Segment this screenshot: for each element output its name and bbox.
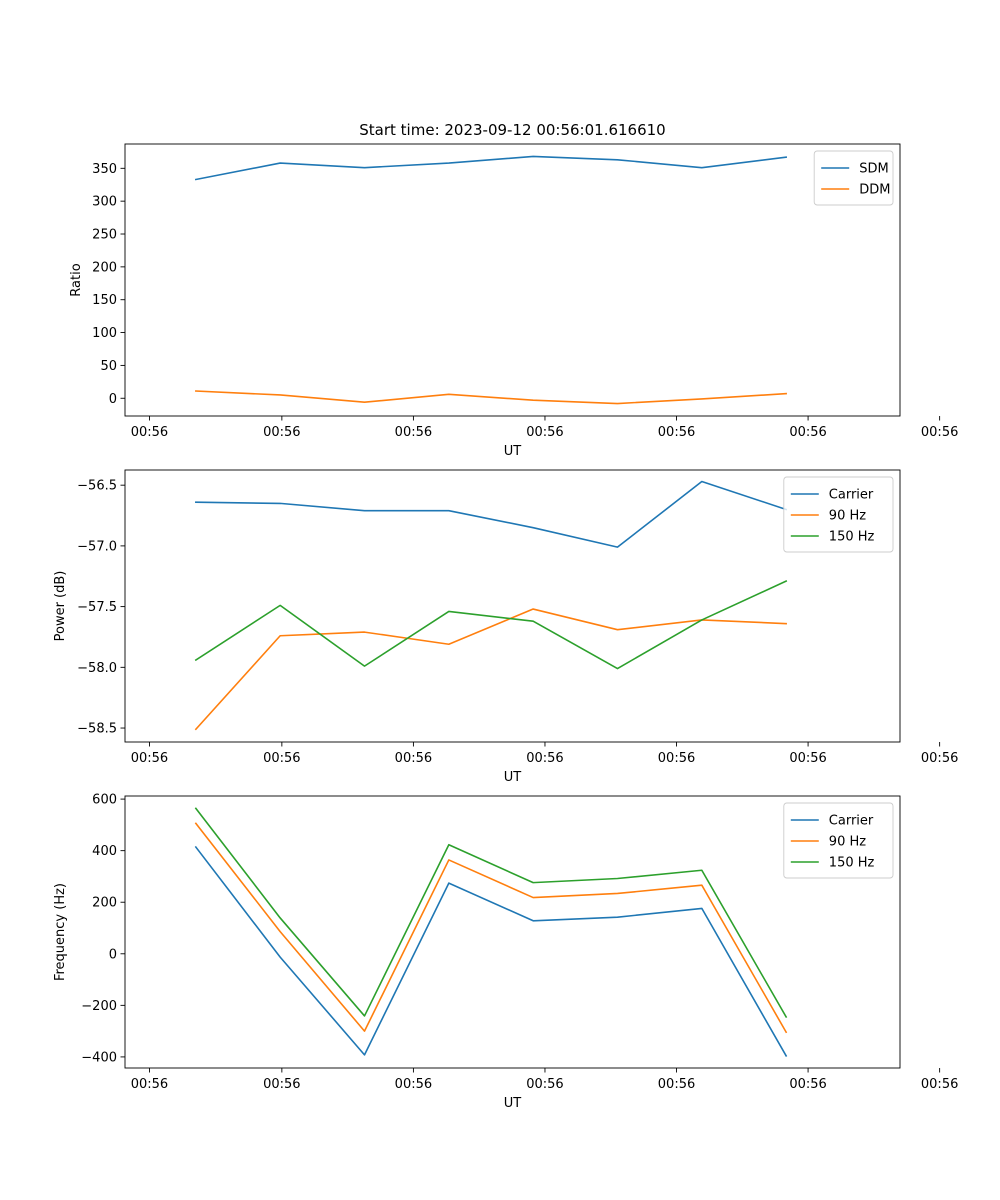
y-tick-label: −58.5 bbox=[77, 722, 117, 737]
y-axis-label: Power (dB) bbox=[53, 571, 68, 642]
y-tick-label: −56.5 bbox=[77, 479, 117, 494]
x-tick-label: 00:56 bbox=[263, 751, 300, 766]
y-tick-label: 350 bbox=[92, 162, 117, 177]
x-tick-label: 00:56 bbox=[921, 425, 958, 440]
legend: Carrier 90 Hz 150 Hz bbox=[783, 476, 894, 553]
x-tick-label: 00:56 bbox=[131, 425, 168, 440]
axes-frame bbox=[124, 469, 901, 743]
x-tick-label: 00:56 bbox=[395, 1077, 432, 1092]
x-tick-label: 00:56 bbox=[263, 425, 300, 440]
y-tick-label: 250 bbox=[92, 228, 117, 243]
legend-label-90-hz: 90 Hz bbox=[829, 835, 866, 850]
y-tick-label: 100 bbox=[92, 326, 117, 341]
series-line-power-150-hz bbox=[194, 580, 788, 670]
legend: SDM DDM bbox=[813, 150, 894, 206]
legend-label-150-hz: 150 Hz bbox=[829, 530, 875, 545]
y-axis-label: Ratio bbox=[69, 263, 84, 296]
legend-label-ddm: DDM bbox=[859, 183, 890, 198]
legend-label-90-hz: 90 Hz bbox=[829, 509, 866, 524]
series-line-ratio-sdm bbox=[194, 155, 788, 181]
y-tick-label: 400 bbox=[92, 844, 117, 859]
legend-frame bbox=[783, 476, 894, 553]
x-tick-label: 00:56 bbox=[658, 425, 695, 440]
x-tick-label: 00:56 bbox=[131, 1077, 168, 1092]
y-tick-label: −57.5 bbox=[77, 600, 117, 615]
x-tick-label: 00:56 bbox=[789, 751, 826, 766]
y-tick-label: 300 bbox=[92, 195, 117, 210]
y-tick-label: −58.0 bbox=[77, 661, 117, 676]
x-axis-label: UT bbox=[504, 444, 522, 459]
x-tick-label: 00:56 bbox=[526, 751, 563, 766]
x-tick-label: 00:56 bbox=[658, 751, 695, 766]
x-tick-label: 00:56 bbox=[395, 425, 432, 440]
y-tick-label: 50 bbox=[100, 359, 117, 374]
chart-panel-ratio: 00:56 00:56 00:56 00:56 00:56 00:56 00:56 0 50 10… bbox=[69, 143, 958, 459]
series-line-frequency-90-hz bbox=[194, 822, 788, 1034]
chart-panel-power: 00:56 00:56 00:56 00:56 00:56 00:56 00:56 −58.5… bbox=[53, 469, 958, 785]
x-axis-label: UT bbox=[504, 770, 522, 785]
x-tick-label: 00:56 bbox=[658, 1077, 695, 1092]
series-line-power-90-hz bbox=[194, 608, 787, 731]
y-tick-label: −200 bbox=[81, 999, 117, 1014]
y-tick-label: −400 bbox=[81, 1050, 117, 1065]
y-tick-label: 150 bbox=[92, 293, 117, 308]
legend: Carrier 90 Hz 150 Hz bbox=[783, 802, 894, 879]
series-line-ratio-ddm bbox=[195, 390, 787, 405]
axes-frame bbox=[124, 143, 901, 417]
series-line-frequency-150-hz bbox=[194, 807, 788, 1019]
x-tick-label: 00:56 bbox=[526, 1077, 563, 1092]
y-tick-label: 200 bbox=[92, 896, 117, 911]
series-line-frequency-carrier bbox=[194, 845, 788, 1057]
series-line-power-carrier bbox=[195, 480, 788, 548]
chart-panel-frequency: 00:56 00:56 00:56 00:56 00:56 00:56 00:56 −400 −… bbox=[53, 793, 958, 1111]
x-axis-label: UT bbox=[504, 1096, 522, 1111]
y-tick-label: 0 bbox=[109, 392, 117, 407]
chart-title: Start time: 2023-09-12 00:56:01.616610 bbox=[359, 121, 665, 139]
x-tick-label: 00:56 bbox=[789, 425, 826, 440]
y-tick-label: 0 bbox=[109, 947, 117, 962]
legend-label-150-hz: 150 Hz bbox=[829, 856, 875, 871]
legend-label-carrier: Carrier bbox=[829, 488, 874, 503]
x-tick-label: 00:56 bbox=[131, 751, 168, 766]
x-tick-label: 00:56 bbox=[395, 751, 432, 766]
legend-label-sdm: SDM bbox=[859, 162, 888, 177]
y-tick-label: 600 bbox=[92, 793, 117, 808]
x-tick-label: 00:56 bbox=[263, 1077, 300, 1092]
legend-frame bbox=[783, 802, 894, 879]
axes-frame bbox=[124, 795, 901, 1069]
x-tick-label: 00:56 bbox=[921, 751, 958, 766]
x-tick-label: 00:56 bbox=[921, 1077, 958, 1092]
x-tick-label: 00:56 bbox=[526, 425, 563, 440]
legend-frame bbox=[813, 150, 894, 206]
y-tick-label: 200 bbox=[92, 260, 117, 275]
y-axis-label: Frequency (Hz) bbox=[53, 883, 68, 981]
x-tick-label: 00:56 bbox=[789, 1077, 826, 1092]
y-tick-label: −57.0 bbox=[77, 539, 117, 554]
legend-label-carrier: Carrier bbox=[829, 814, 874, 829]
